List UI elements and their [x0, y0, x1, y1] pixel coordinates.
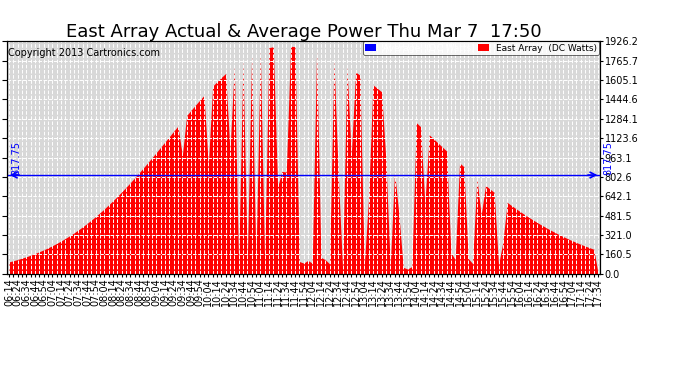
Legend: Average  (DC Watts), East Array  (DC Watts): Average (DC Watts), East Array (DC Watts…	[363, 42, 599, 55]
Text: Copyright 2013 Cartronics.com: Copyright 2013 Cartronics.com	[8, 48, 160, 58]
Text: 817.75: 817.75	[11, 141, 21, 175]
Title: East Array Actual & Average Power Thu Mar 7  17:50: East Array Actual & Average Power Thu Ma…	[66, 23, 542, 41]
Text: 817.75: 817.75	[603, 141, 613, 175]
